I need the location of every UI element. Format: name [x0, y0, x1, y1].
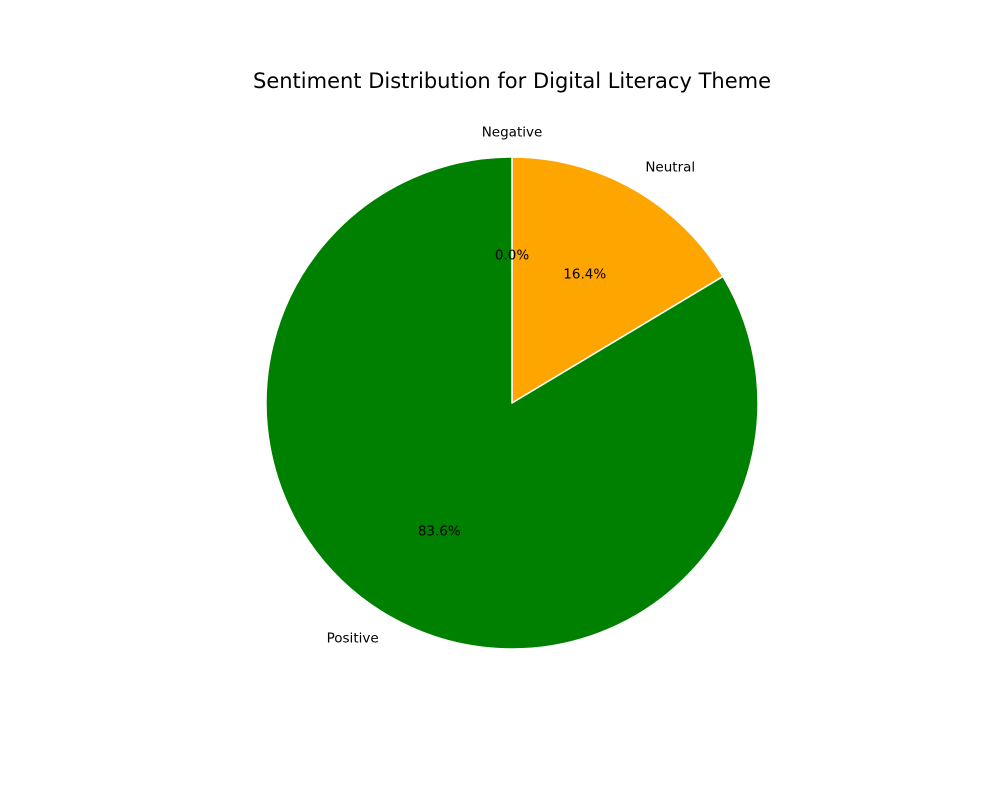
- slice-percent-positive: 83.6%: [418, 523, 461, 539]
- slice-percent-neutral: 16.4%: [563, 267, 606, 283]
- pie-labels: Negative 0.0% Neutral 16.4% Positive 83.6%: [327, 124, 696, 646]
- slice-percent-negative: 0.0%: [495, 247, 529, 263]
- pie-slice-positive: [265, 156, 759, 650]
- chart-title: Sentiment Distribution for Digital Liter…: [253, 69, 771, 93]
- slice-label-neutral: Neutral: [645, 160, 695, 176]
- slice-label-negative: Negative: [482, 124, 543, 140]
- slice-label-positive: Positive: [327, 630, 379, 646]
- pie-slices: [265, 156, 759, 650]
- pie-slice-neutral: [511, 156, 724, 404]
